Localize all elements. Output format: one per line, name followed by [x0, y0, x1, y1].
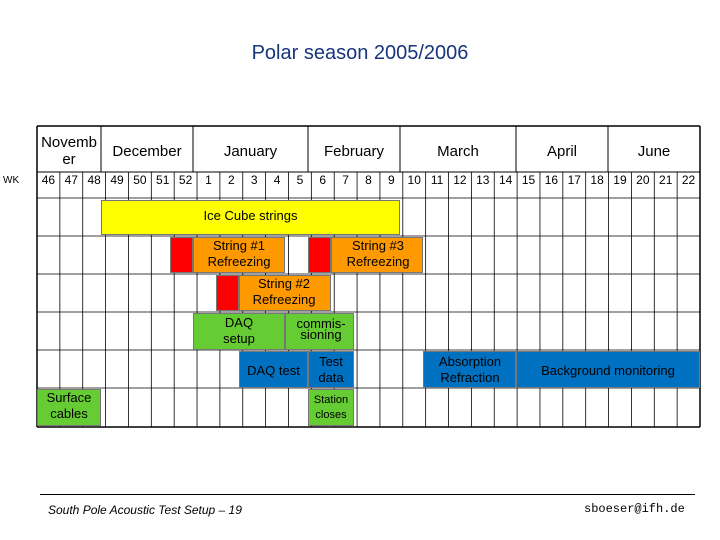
- string2-orange-bar: [239, 275, 331, 311]
- test-data-bar: [308, 351, 354, 388]
- footer-title: South Pole Acoustic Test Setup – 19: [48, 503, 242, 517]
- absorption-refraction-label: Absorption Refraction: [438, 354, 502, 385]
- month-november: Novemb er: [41, 134, 97, 168]
- ice-cube-strings-label: Ice Cube strings: [203, 208, 298, 223]
- week-number: 20: [636, 173, 650, 187]
- footer-email: sboeser@ifh.de: [584, 502, 685, 516]
- week-number: 4: [273, 173, 281, 187]
- week-number: 49: [110, 173, 124, 187]
- week-number: 7: [342, 173, 349, 187]
- month-june: June: [637, 142, 671, 160]
- string3-red-bar: [308, 237, 331, 273]
- daq-test-bar: [239, 351, 308, 388]
- commissioning-label: commis- sioning: [296, 316, 346, 342]
- week-number: 21: [659, 173, 673, 187]
- commissioning-bar: [285, 313, 354, 350]
- month-december: December: [112, 142, 182, 160]
- daq-setup-label: DAQ setup: [223, 315, 255, 346]
- week-number: 6: [319, 173, 327, 187]
- string3-label: String #3 Refreezing: [346, 238, 410, 269]
- string1-orange-bar: [193, 237, 285, 273]
- surface-cables-label: Surface cables: [46, 390, 92, 421]
- week-number: 46: [41, 173, 56, 187]
- ice-cube-strings-bar: [101, 200, 400, 235]
- week-number: 52: [178, 173, 193, 187]
- daq-test-label: DAQ test: [247, 363, 300, 378]
- station-closes-label: Station closes: [313, 394, 349, 421]
- week-number: 14: [498, 173, 513, 187]
- week-number: 18: [590, 173, 604, 187]
- month-april: April: [546, 142, 577, 160]
- month-february: February: [323, 142, 385, 160]
- week-number: 19: [613, 173, 627, 187]
- week-number: 9: [388, 173, 395, 187]
- week-number: 51: [156, 173, 170, 187]
- week-number: 17: [567, 173, 581, 187]
- test-data-label: Test data: [318, 354, 344, 385]
- week-number: 11: [430, 173, 444, 187]
- slide-title: Polar season 2005/2006: [251, 42, 469, 64]
- daq-setup-bar: [193, 313, 285, 350]
- string1-red-bar: [170, 237, 193, 273]
- week-number: 12: [453, 173, 467, 187]
- week-number: 15: [521, 173, 536, 187]
- background-monitoring-bar: [516, 351, 700, 388]
- week-number: 22: [681, 173, 696, 187]
- background-monitoring-label: Background monitoring: [541, 363, 675, 378]
- string2-red-bar: [216, 275, 239, 311]
- week-number: 13: [476, 173, 490, 187]
- week-number: 2: [227, 173, 235, 187]
- week-number: 1: [205, 173, 212, 187]
- week-number: 50: [133, 173, 147, 187]
- week-number: 48: [87, 173, 101, 187]
- footer-rule: [40, 494, 695, 495]
- week-prefix: WK: [3, 175, 20, 186]
- week-number: 3: [250, 173, 258, 187]
- string1-label: String #1 Refreezing: [207, 238, 271, 269]
- week-number: 47: [64, 173, 78, 187]
- week-number: 8: [365, 173, 372, 187]
- month-january: January: [223, 142, 278, 160]
- month-march: March: [437, 142, 479, 160]
- week-number: 16: [544, 173, 559, 187]
- string2-label: String #2 Refreezing: [252, 276, 316, 307]
- surface-cables-bar: [37, 389, 101, 426]
- string3-orange-bar: [331, 237, 423, 273]
- week-number: 5: [296, 173, 304, 187]
- station-closes-bar: [308, 389, 354, 426]
- absorption-refraction-bar: [423, 351, 516, 388]
- week-number: 10: [407, 173, 421, 187]
